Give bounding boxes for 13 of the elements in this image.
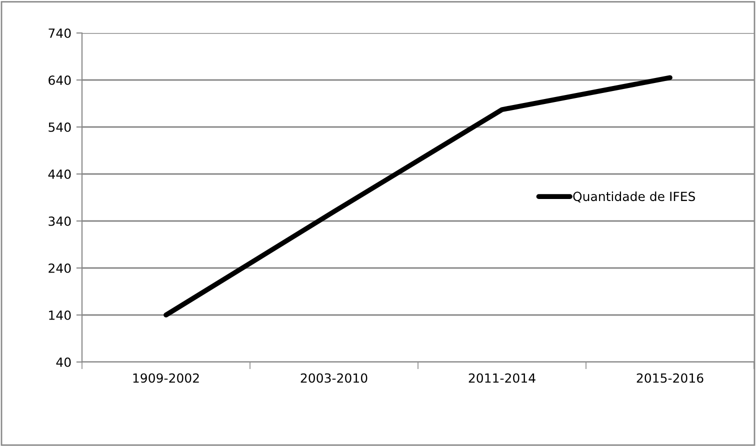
legend-label: Quantidade de IFES bbox=[573, 191, 696, 203]
y-tick-label: 640 bbox=[48, 75, 71, 85]
y-tick-label: 440 bbox=[48, 169, 71, 179]
x-tick-label: 2015-2016 bbox=[636, 373, 704, 383]
y-tick-label: 540 bbox=[48, 122, 71, 132]
y-tick-label: 140 bbox=[49, 310, 71, 320]
y-tick-label: 740 bbox=[48, 28, 71, 38]
y-tick-label: 240 bbox=[48, 263, 71, 273]
y-tick-label: 340 bbox=[48, 216, 71, 226]
y-tick-label: 40 bbox=[56, 357, 71, 367]
x-tick-label: 1909-2002 bbox=[133, 373, 199, 383]
x-tick-label: 2011-2014 bbox=[468, 373, 536, 383]
x-tick-label: 2003-2010 bbox=[300, 373, 368, 383]
